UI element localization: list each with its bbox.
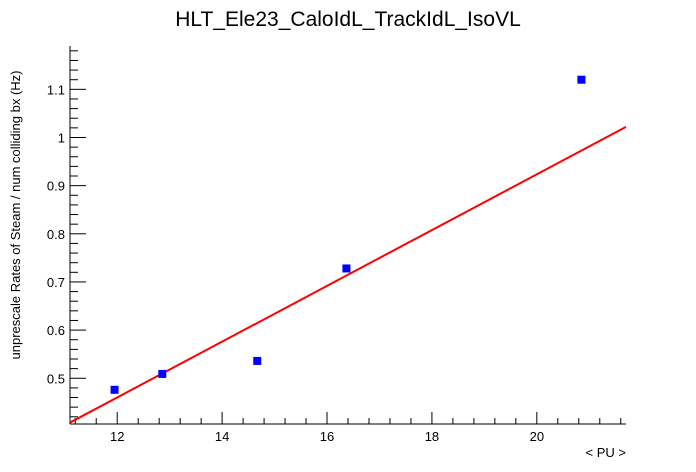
y-tick-label: 0.8 [47, 227, 65, 242]
x-tick-label: 18 [425, 429, 439, 444]
data-point [253, 356, 262, 365]
fit-line-group [69, 126, 627, 424]
fit-line [69, 126, 627, 424]
x-tick-label: 12 [110, 429, 124, 444]
x-axis-label: < PU > [586, 445, 626, 460]
y-tick-label: 0.7 [47, 275, 65, 290]
chart-title: HLT_Ele23_CaloIdL_TrackIdL_IsoVL [175, 8, 521, 31]
data-point [577, 75, 586, 84]
x-tick-label: 14 [215, 429, 229, 444]
data-point [342, 264, 351, 273]
y-tick-label: 0.6 [47, 323, 65, 338]
ticks: 12 14 16 18 20 0.5 0.6 0.7 0.8 0.9 1 1.1 [47, 50, 622, 444]
y-tick-label: 0.9 [47, 179, 65, 194]
x-tick-label: 16 [320, 429, 334, 444]
y-tick-label: 1.1 [47, 82, 65, 97]
y-tick-label: 0.5 [47, 371, 65, 386]
axes [69, 46, 626, 425]
data-points [110, 75, 586, 394]
y-axis-label: unprescale Rates of Steam / num collidin… [8, 70, 23, 359]
data-point [158, 369, 167, 378]
data-point [110, 385, 119, 394]
y-tick-label: 1 [58, 130, 65, 145]
x-tick-label: 20 [530, 429, 544, 444]
